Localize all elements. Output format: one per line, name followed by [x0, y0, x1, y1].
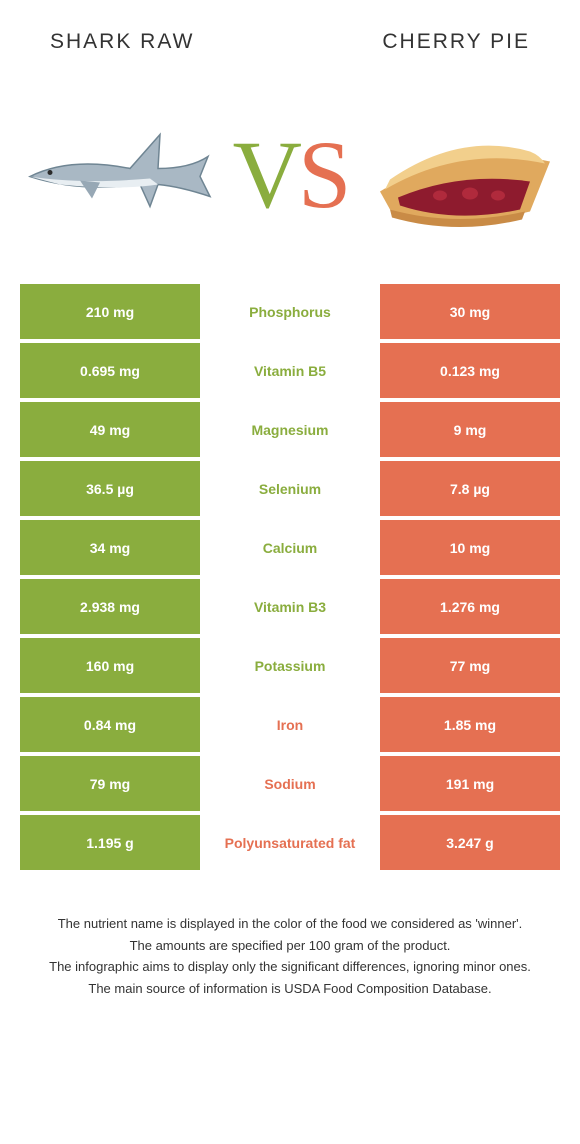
table-row: 49 mgMagnesium9 mg	[20, 402, 560, 457]
nutrient-name: Magnesium	[200, 402, 380, 457]
footer-line-4: The main source of information is USDA F…	[30, 979, 550, 999]
left-value: 36.5 µg	[20, 461, 200, 516]
nutrient-name: Phosphorus	[200, 284, 380, 339]
left-value: 79 mg	[20, 756, 200, 811]
nutrient-name: Vitamin B3	[200, 579, 380, 634]
nutrient-name: Iron	[200, 697, 380, 752]
right-value: 7.8 µg	[380, 461, 560, 516]
left-food-title: Shark raw	[50, 30, 194, 54]
table-row: 2.938 mgVitamin B31.276 mg	[20, 579, 560, 634]
hero-row: VS	[0, 74, 580, 274]
nutrient-name: Polyunsaturated fat	[200, 815, 380, 870]
table-row: 0.695 mgVitamin B50.123 mg	[20, 343, 560, 398]
nutrient-name: Vitamin B5	[200, 343, 380, 398]
table-row: 34 mgCalcium10 mg	[20, 520, 560, 575]
table-row: 210 mgPhosphorus30 mg	[20, 284, 560, 339]
footer-line-1: The nutrient name is displayed in the co…	[30, 914, 550, 934]
shark-icon	[20, 127, 220, 222]
left-value: 34 mg	[20, 520, 200, 575]
table-row: 36.5 µgSelenium7.8 µg	[20, 461, 560, 516]
left-value: 0.84 mg	[20, 697, 200, 752]
right-value: 9 mg	[380, 402, 560, 457]
table-row: 1.195 gPolyunsaturated fat3.247 g	[20, 815, 560, 870]
right-value: 77 mg	[380, 638, 560, 693]
right-food-title: Cherry pie	[382, 30, 530, 54]
vs-v: V	[233, 121, 298, 228]
left-value: 160 mg	[20, 638, 200, 693]
left-value: 49 mg	[20, 402, 200, 457]
left-value: 210 mg	[20, 284, 200, 339]
table-row: 160 mgPotassium77 mg	[20, 638, 560, 693]
footer-line-2: The amounts are specified per 100 gram o…	[30, 936, 550, 956]
right-value: 3.247 g	[380, 815, 560, 870]
left-value: 1.195 g	[20, 815, 200, 870]
vs-s: S	[298, 121, 347, 228]
footer-notes: The nutrient name is displayed in the co…	[30, 914, 550, 998]
right-value: 191 mg	[380, 756, 560, 811]
left-value: 0.695 mg	[20, 343, 200, 398]
nutrient-name: Calcium	[200, 520, 380, 575]
right-value: 10 mg	[380, 520, 560, 575]
nutrient-name: Selenium	[200, 461, 380, 516]
right-value: 1.276 mg	[380, 579, 560, 634]
right-value: 1.85 mg	[380, 697, 560, 752]
nutrient-name: Potassium	[200, 638, 380, 693]
table-row: 79 mgSodium191 mg	[20, 756, 560, 811]
vs-label: VS	[233, 119, 348, 230]
header: Shark raw Cherry pie	[0, 0, 580, 74]
left-value: 2.938 mg	[20, 579, 200, 634]
cherry-pie-icon	[370, 102, 560, 247]
table-row: 0.84 mgIron1.85 mg	[20, 697, 560, 752]
footer-line-3: The infographic aims to display only the…	[30, 957, 550, 977]
right-value: 30 mg	[380, 284, 560, 339]
nutrient-table: 210 mgPhosphorus30 mg0.695 mgVitamin B50…	[20, 284, 560, 874]
nutrient-name: Sodium	[200, 756, 380, 811]
right-value: 0.123 mg	[380, 343, 560, 398]
